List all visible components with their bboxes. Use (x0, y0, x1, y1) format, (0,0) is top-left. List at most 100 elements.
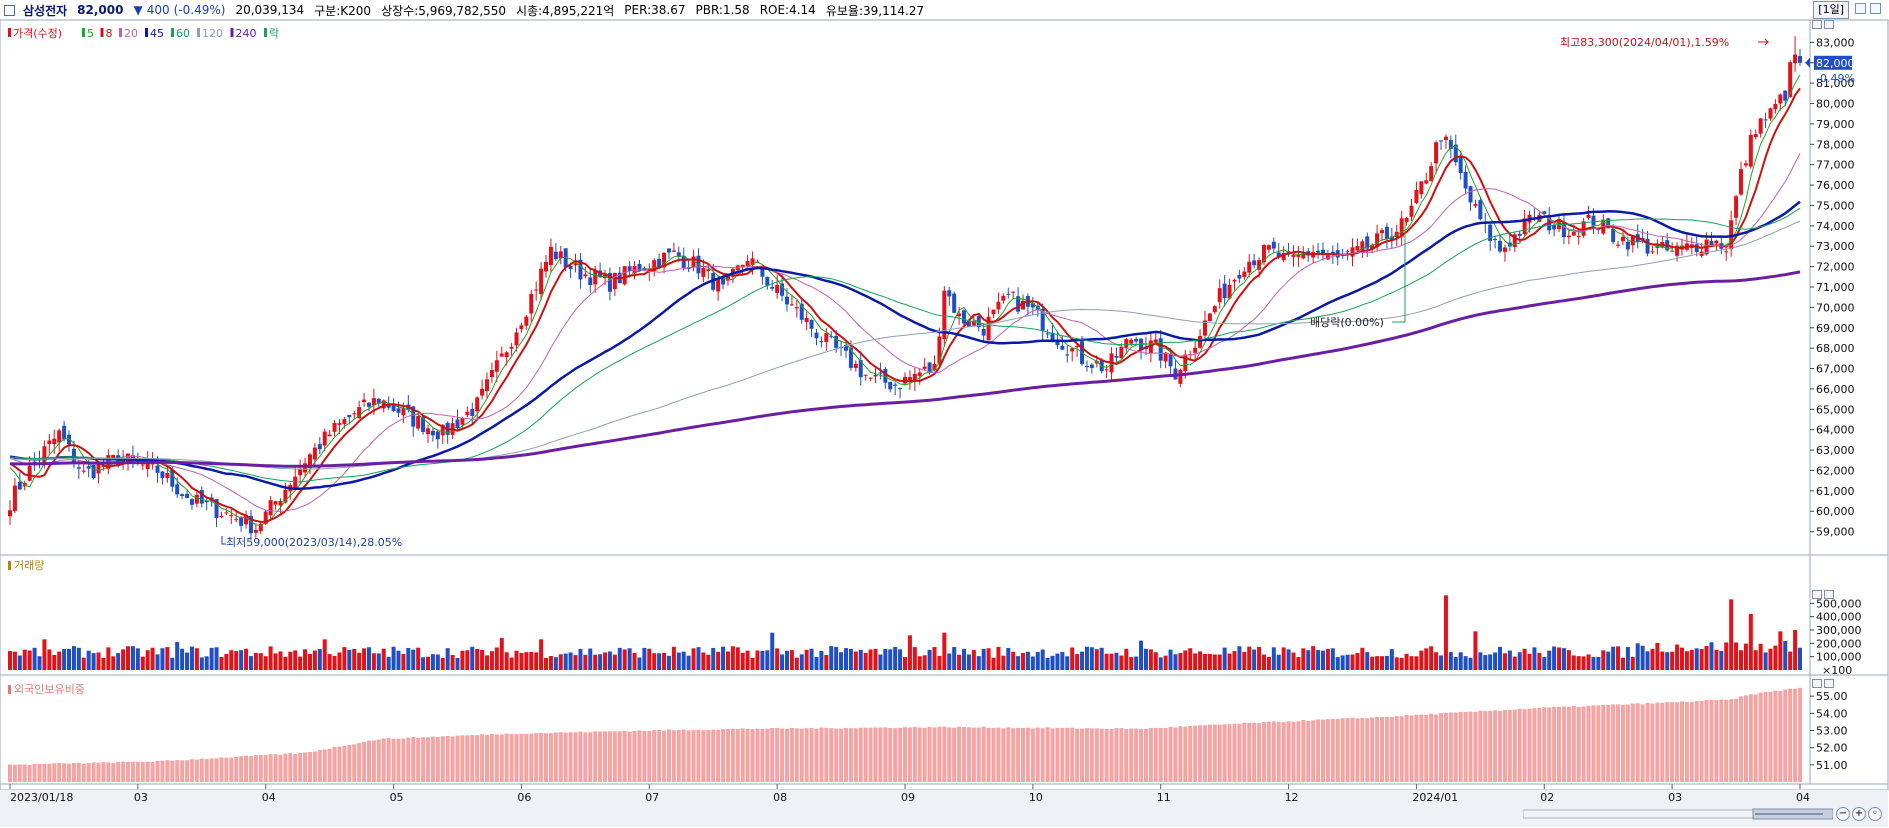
volume-bar (912, 647, 917, 670)
foreign-bar (234, 756, 239, 782)
volume-bar (450, 655, 455, 670)
volume-bar (130, 646, 135, 670)
candle (937, 336, 942, 364)
foreign-bar (1389, 716, 1394, 782)
foreign-bar (1084, 728, 1089, 782)
zoom-reset-icon[interactable]: ◦ (1868, 807, 1882, 821)
foreign-bar (553, 732, 558, 782)
volume-bar (1552, 646, 1557, 670)
foreign-bar (971, 727, 976, 782)
volume-bar (1724, 642, 1729, 670)
volume-bar (593, 654, 598, 670)
volume-bar (1168, 649, 1173, 670)
volume-bar (1704, 645, 1709, 670)
foreign-bar (1134, 728, 1139, 782)
candle (86, 466, 91, 469)
price-pane[interactable]: 최고83,300(2024/04/01),1.59% 최저59,000(2023/… (8, 36, 1802, 549)
foreign-bar (725, 729, 730, 782)
candle (460, 418, 465, 425)
candle (1384, 226, 1389, 239)
candle (558, 251, 563, 259)
volume-bar (1139, 640, 1144, 670)
foreign-pane-close-icon[interactable] (1824, 679, 1834, 688)
candle (234, 519, 239, 521)
volume-bar (1620, 657, 1625, 670)
foreign-bar (1699, 701, 1704, 782)
volume-bar (804, 649, 809, 670)
price-pane-restore-icon[interactable] (1812, 20, 1822, 29)
foreign-bar (809, 727, 814, 782)
foreign-bar (1291, 721, 1296, 782)
foreign-bar (1522, 709, 1527, 782)
foreign-bar (1625, 704, 1630, 782)
candle (873, 374, 878, 377)
candle (303, 463, 308, 473)
zoom-in-icon[interactable]: + (1852, 807, 1866, 821)
volume-bar (209, 647, 214, 670)
volume-bar (1709, 642, 1714, 670)
foreign-bar (327, 748, 332, 782)
volume-pane-close-icon[interactable] (1824, 590, 1834, 599)
close-icon[interactable] (1870, 3, 1881, 14)
foreign-bar (1650, 703, 1655, 782)
volume-bar (681, 651, 686, 670)
candle (32, 461, 37, 463)
legend-label: 5 (87, 27, 94, 40)
volume-bar (1596, 656, 1601, 670)
foreign-bar (165, 760, 170, 782)
candle (8, 510, 12, 517)
volume-bar (745, 650, 750, 670)
candle (362, 399, 367, 403)
volume-bar (868, 649, 873, 670)
foreign-bar (1488, 711, 1493, 782)
candle (1217, 288, 1222, 303)
volume-bar (1099, 647, 1104, 670)
candle (293, 476, 298, 489)
candle (1399, 218, 1404, 237)
volume-pane-restore-icon[interactable] (1812, 590, 1822, 599)
volume-pane[interactable] (8, 595, 1802, 670)
date-label: 04 (262, 791, 276, 804)
foreign-bar (1778, 690, 1783, 782)
date-label: 2023/01/18 (10, 791, 73, 804)
volume-bar (1679, 647, 1684, 670)
volume-bar (1045, 657, 1050, 670)
volume-bar (1429, 646, 1434, 670)
window-checkbox-icon[interactable] (4, 4, 15, 16)
foreign-bar (765, 728, 770, 782)
foreign-bar (489, 734, 494, 782)
foreign-bar (780, 728, 785, 782)
candle (1714, 240, 1719, 244)
volume-bar (1778, 631, 1783, 670)
volume-bar (1143, 648, 1148, 670)
volume-bar (1773, 645, 1778, 670)
foreign-bar (519, 734, 524, 782)
candle (834, 335, 839, 348)
candle (1316, 250, 1321, 253)
restore-icon[interactable] (1855, 3, 1866, 14)
volume-bar (189, 646, 194, 670)
foreign-bar (204, 759, 209, 782)
price-pane-close-icon[interactable] (1824, 20, 1834, 29)
foreign-bar (396, 738, 401, 782)
foreign-pane[interactable] (8, 687, 1802, 782)
candle (194, 494, 199, 504)
volume-bar (1517, 652, 1522, 670)
volume-bar (1355, 653, 1360, 670)
foreign-pane-restore-icon[interactable] (1812, 679, 1822, 688)
foreign-bar (603, 731, 608, 782)
high-annotation: 최고83,300(2024/04/01),1.59% (1560, 36, 1729, 49)
volume-bar (1375, 656, 1380, 670)
zoom-out-icon[interactable]: − (1836, 807, 1850, 821)
volume-bar (1202, 653, 1207, 670)
price-tick-label: 75,000 (1816, 199, 1855, 212)
price-tick-label: 79,000 (1816, 118, 1855, 131)
candle (1119, 347, 1124, 359)
volume-bar (106, 647, 111, 670)
foreign-bar (1355, 718, 1360, 782)
candle (809, 319, 814, 329)
candle (155, 465, 160, 473)
horizontal-scrollbar[interactable] (1523, 807, 1833, 821)
foreign-bar (1729, 699, 1734, 782)
period-selector[interactable]: [1일] (1813, 1, 1849, 19)
